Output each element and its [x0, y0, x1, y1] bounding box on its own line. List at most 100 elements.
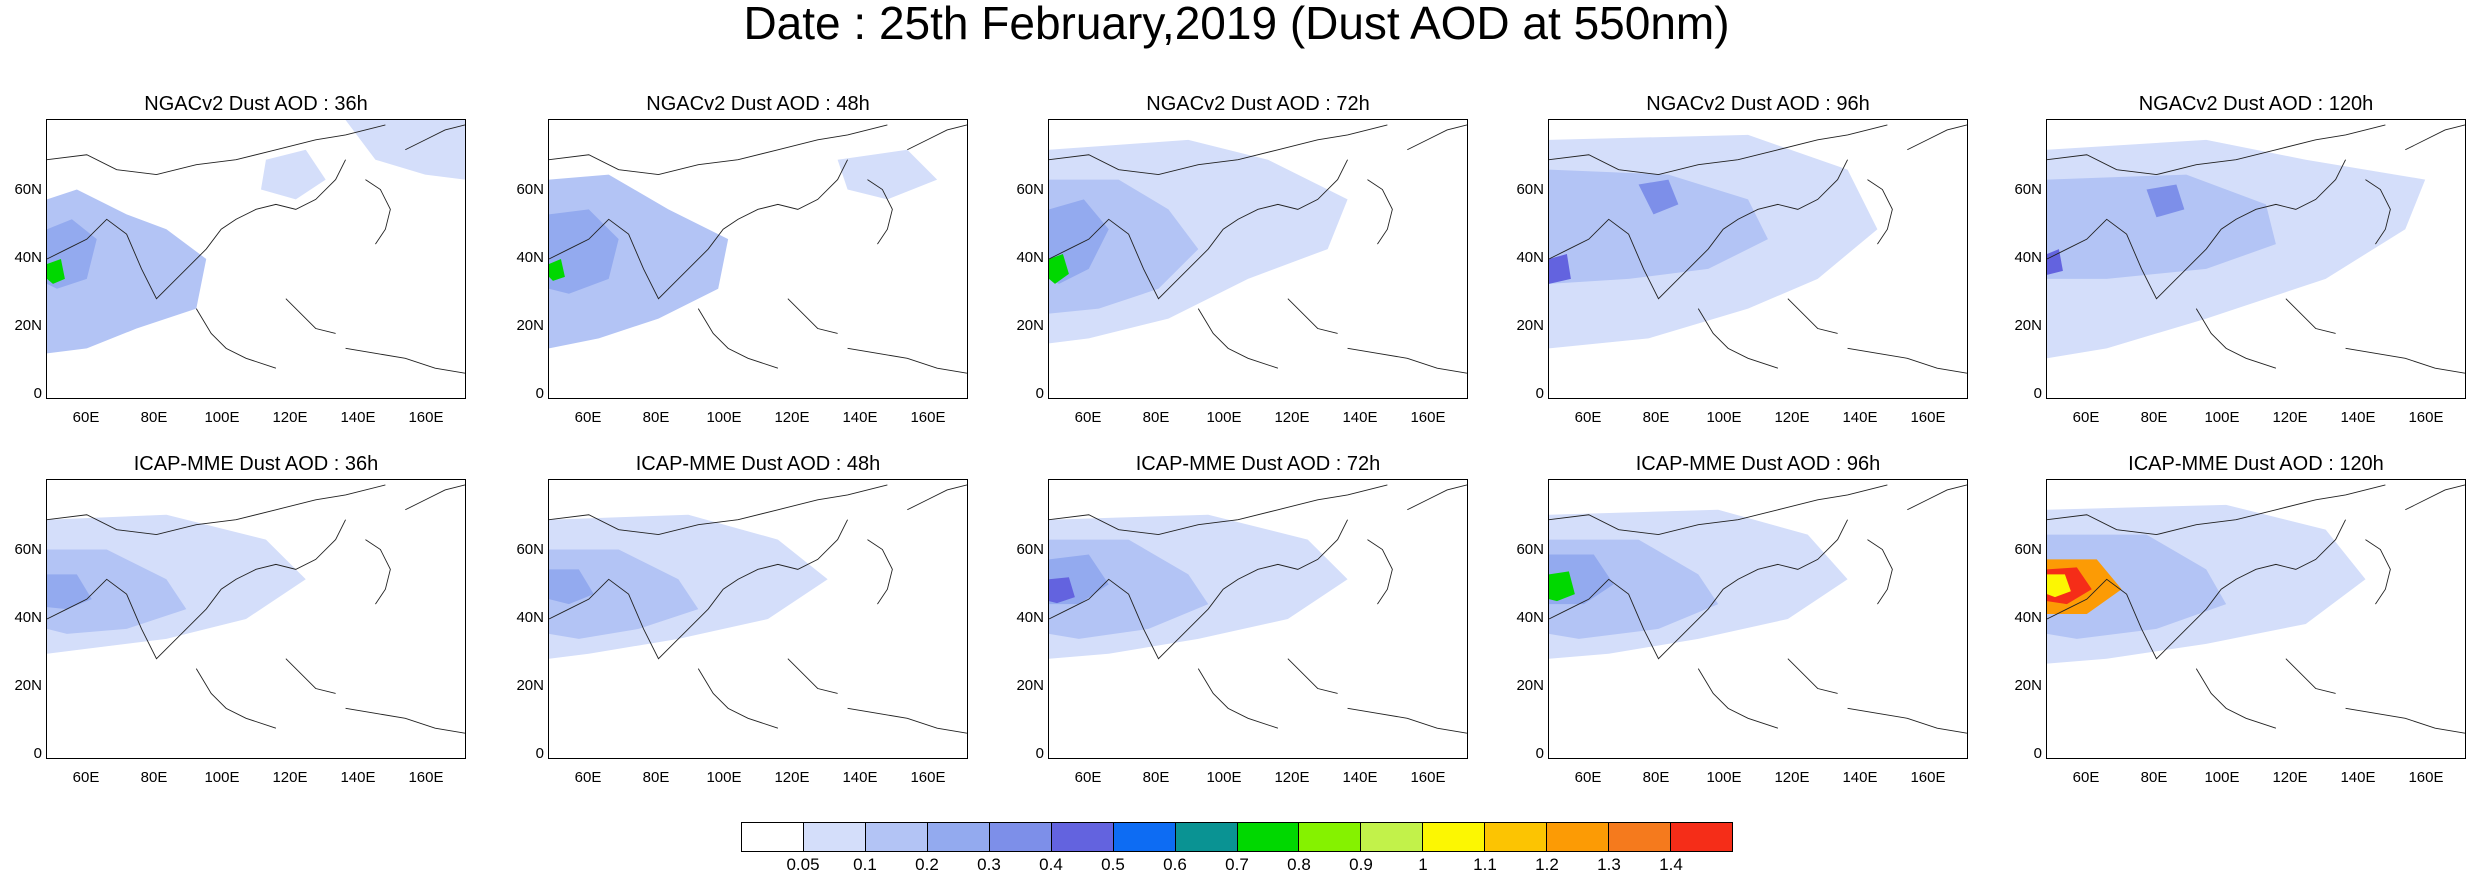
- map-panel: ICAP-MME Dust AOD : 48h 60N 40N 20N 0 60E 80E 1…: [502, 452, 968, 792]
- panel-title: ICAP-MME Dust AOD : 72h: [1135, 453, 1381, 475]
- latitude-tick-label: 60N: [14, 541, 42, 558]
- longitude-tick-label: 120E: [272, 409, 308, 426]
- coastline: [1367, 539, 1393, 605]
- panel-title: NGACv2 Dust AOD : 96h: [1646, 93, 1870, 115]
- map-frame: [2046, 119, 2466, 399]
- map-frame: [548, 119, 968, 399]
- coastline: [1367, 179, 1393, 245]
- latitude-tick-label: 60N: [1516, 541, 1544, 558]
- coastline: [867, 179, 893, 245]
- longitude-tick-label: 160E: [1410, 409, 1446, 426]
- coastline: [2047, 159, 2346, 300]
- longitude-tick-label: 80E: [2140, 769, 2168, 786]
- coastline: [907, 124, 967, 151]
- latitude-tick-label: 40N: [1016, 609, 1044, 626]
- coastline: [2195, 308, 2277, 369]
- longitude-tick-label: 120E: [774, 769, 810, 786]
- dust-aod-map: [549, 124, 967, 374]
- longitude-tick-label: 160E: [408, 769, 444, 786]
- longitude-tick-label: 100E: [1206, 769, 1242, 786]
- latitude-tick-label: 20N: [516, 317, 544, 334]
- latitude-tick-label: 0: [1535, 385, 1544, 402]
- longitude-tick-label: 120E: [1274, 769, 1310, 786]
- map-frame: [2046, 479, 2466, 759]
- map-panel: ICAP-MME Dust AOD : 96h 60N 40N 20N 0 60E 80E 1…: [1502, 452, 1968, 792]
- longitude-tick-label: 160E: [910, 409, 946, 426]
- longitude-tick-label: 120E: [2272, 409, 2308, 426]
- longitude-tick-label: 120E: [1774, 409, 1810, 426]
- coastline: [1049, 484, 1388, 536]
- latitude-tick-label: 20N: [1516, 677, 1544, 694]
- longitude-tick-label: 120E: [774, 409, 810, 426]
- coastline: [365, 179, 391, 245]
- dust-aod-region: [2047, 174, 2276, 279]
- longitude-tick-label: 80E: [1642, 409, 1670, 426]
- dust-aod-region: [47, 574, 92, 610]
- coastline: [2285, 658, 2336, 694]
- colorbar-swatch: [1547, 823, 1610, 851]
- longitude-tick-label: 140E: [340, 769, 376, 786]
- map-panel: ICAP-MME Dust AOD : 72h 60N 40N 20N 0 60E 80E 1…: [1002, 452, 1468, 792]
- map-panel: ICAP-MME Dust AOD : 120h 60N 40N 20N 0 60E 80E…: [2000, 452, 2466, 792]
- coastline: [549, 124, 888, 176]
- coastline: [1049, 159, 1348, 300]
- coastline: [1867, 179, 1893, 245]
- dust-aod-map: [1549, 484, 1967, 734]
- longitude-tick-label: 60E: [574, 769, 602, 786]
- coastline: [549, 484, 888, 536]
- map-panel: NGACv2 Dust AOD : 48h 60N 40N 20N 0 60E 80E 100…: [502, 92, 968, 432]
- longitude-tick-label: 100E: [2204, 769, 2240, 786]
- dust-aod-region: [47, 549, 187, 634]
- latitude-tick-label: 40N: [1016, 249, 1044, 266]
- coastline: [1407, 124, 1467, 151]
- longitude-tick-label: 120E: [2272, 769, 2308, 786]
- coastline: [405, 124, 465, 151]
- colorbar-swatch: [865, 823, 928, 851]
- longitude-tick-label: 140E: [1842, 409, 1878, 426]
- coastline: [1549, 484, 1888, 536]
- map-frame: [1048, 119, 1468, 399]
- colorbar-tick-label: 0.9: [1349, 855, 1373, 874]
- longitude-tick-label: 160E: [1910, 409, 1946, 426]
- latitude-tick-label: 20N: [1016, 677, 1044, 694]
- coastline: [1549, 519, 1848, 660]
- latitude-tick-label: 40N: [2014, 609, 2042, 626]
- coastline: [787, 298, 838, 334]
- latitude-tick-label: 0: [2033, 745, 2042, 762]
- coastline: [345, 707, 465, 734]
- coastline: [847, 707, 967, 734]
- longitude-tick-label: 140E: [842, 409, 878, 426]
- coastline: [1787, 298, 1838, 334]
- colorbar-tick-label: 1.2: [1535, 855, 1559, 874]
- coastline: [1697, 308, 1779, 369]
- coastline: [2195, 668, 2277, 729]
- coastline: [549, 519, 848, 660]
- longitude-tick-label: 140E: [842, 769, 878, 786]
- dust-aod-region: [1049, 577, 1075, 604]
- longitude-tick-label: 60E: [1074, 769, 1102, 786]
- latitude-tick-label: 0: [1035, 385, 1044, 402]
- latitude-tick-label: 40N: [1516, 249, 1544, 266]
- colorbar-swatch: [1299, 823, 1362, 851]
- panel-title: ICAP-MME Dust AOD : 120h: [2128, 453, 2384, 475]
- longitude-tick-label: 80E: [140, 769, 168, 786]
- coastline: [2047, 484, 2386, 536]
- longitude-tick-label: 60E: [72, 409, 100, 426]
- latitude-tick-label: 20N: [2014, 317, 2042, 334]
- longitude-tick-label: 160E: [2408, 409, 2444, 426]
- map-panel: NGACv2 Dust AOD : 96h 60N 40N 20N 0 60E 80E 100…: [1502, 92, 1968, 432]
- dust-aod-map: [47, 484, 465, 734]
- map-panel: ICAP-MME Dust AOD : 36h 60N 40N 20N 0 60E 80E 1…: [0, 452, 466, 792]
- coastline: [2345, 347, 2465, 374]
- dust-aod-region: [1549, 169, 1768, 284]
- dust-aod-region: [260, 149, 326, 200]
- latitude-tick-label: 0: [535, 745, 544, 762]
- coastline: [1847, 347, 1967, 374]
- coastline: [1867, 539, 1893, 605]
- dust-aod-region: [2146, 184, 2185, 218]
- coastline: [697, 668, 779, 729]
- coastline: [1549, 159, 1848, 300]
- longitude-tick-label: 60E: [1074, 409, 1102, 426]
- longitude-tick-label: 140E: [2340, 409, 2376, 426]
- latitude-tick-label: 40N: [14, 249, 42, 266]
